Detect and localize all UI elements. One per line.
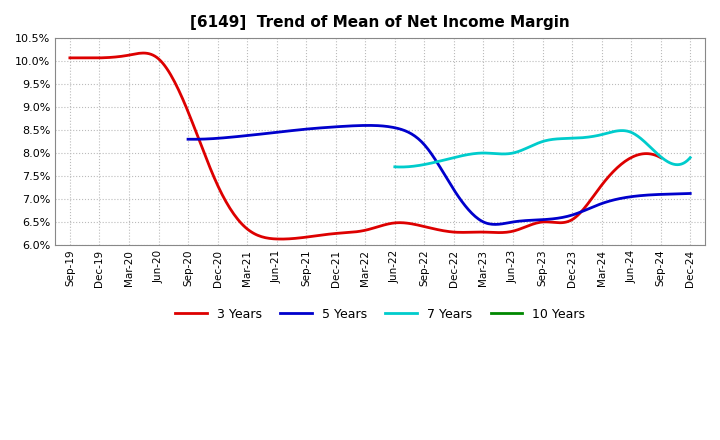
5 Years xyxy=(184,136,192,142)
Legend: 3 Years, 5 Years, 7 Years, 10 Years: 3 Years, 5 Years, 7 Years, 10 Years xyxy=(171,303,590,326)
3 Years xyxy=(421,224,430,230)
7 Years xyxy=(392,164,400,169)
3 Years xyxy=(567,217,576,223)
7 Years xyxy=(642,140,650,146)
3 Years xyxy=(605,173,613,179)
7 Years xyxy=(572,136,581,141)
3 Years xyxy=(139,51,148,56)
3 Years xyxy=(419,224,428,229)
Line: 3 Years: 3 Years xyxy=(70,53,661,239)
Line: 7 Years: 7 Years xyxy=(395,131,690,167)
3 Years xyxy=(277,236,286,242)
5 Years xyxy=(495,222,503,227)
3 Years xyxy=(66,55,74,61)
7 Years xyxy=(397,165,405,170)
5 Years xyxy=(491,222,500,227)
5 Years xyxy=(642,192,651,198)
5 Years xyxy=(482,221,491,226)
7 Years xyxy=(660,157,669,162)
3 Years xyxy=(657,155,665,160)
5 Years xyxy=(186,137,194,142)
Line: 5 Years: 5 Years xyxy=(188,125,690,224)
5 Years xyxy=(485,221,493,227)
3 Years xyxy=(431,227,440,232)
7 Years xyxy=(567,136,576,141)
3 Years xyxy=(68,55,76,61)
5 Years xyxy=(365,123,374,128)
5 Years xyxy=(611,197,619,202)
7 Years xyxy=(618,128,626,133)
7 Years xyxy=(686,155,695,160)
7 Years xyxy=(567,136,575,141)
5 Years xyxy=(686,191,695,196)
Title: [6149]  Trend of Mean of Net Income Margin: [6149] Trend of Mean of Net Income Margi… xyxy=(190,15,570,30)
7 Years xyxy=(390,164,399,169)
